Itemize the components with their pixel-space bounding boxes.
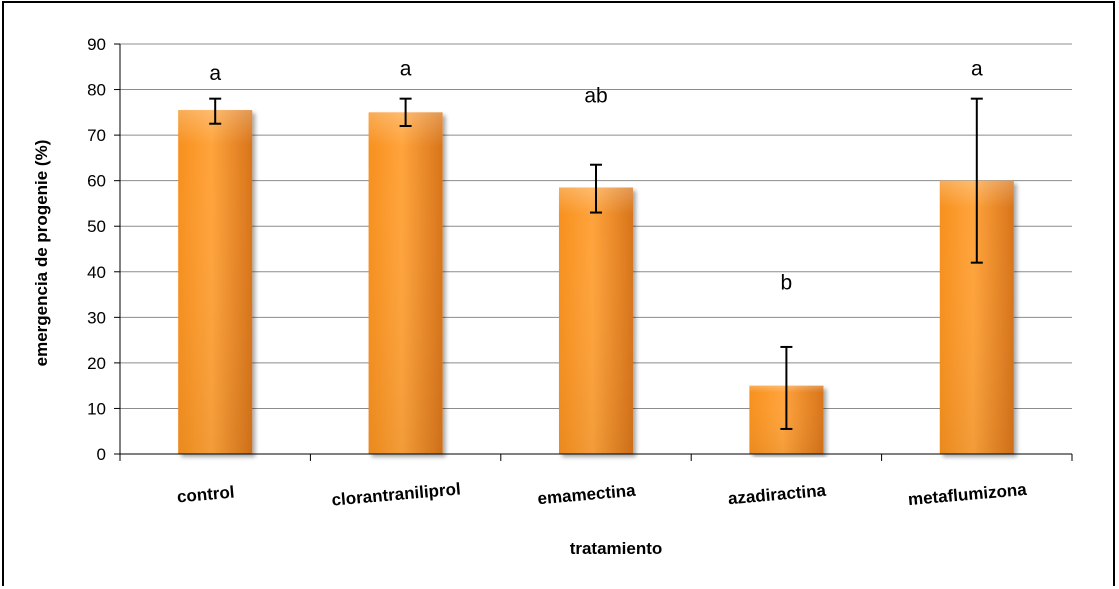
significance-letter: a — [400, 57, 412, 80]
error-bar — [590, 163, 602, 214]
y-tick-label: 20 — [87, 354, 106, 373]
y-tick-label: 30 — [87, 308, 106, 327]
bar-shade — [559, 187, 633, 454]
error-bar — [780, 345, 793, 430]
y-tick-label: 60 — [87, 172, 106, 191]
y-tick-label: 70 — [87, 126, 106, 145]
significance-letter: a — [971, 57, 983, 80]
error-bar — [970, 97, 983, 264]
significance-letter: a — [209, 62, 221, 85]
error-bar — [399, 97, 412, 127]
y-axis-ticks: 0 10 20 30 40 50 60 70 80 90 — [87, 35, 120, 464]
y-tick-label: 50 — [87, 217, 106, 236]
x-category-label: azadiractina — [727, 481, 827, 509]
error-bars — [209, 97, 983, 430]
y-axis-title: emergencia de progenie (%) — [32, 140, 51, 367]
axes — [119, 44, 1073, 461]
error-bar — [209, 97, 222, 125]
y-tick-label: 80 — [87, 81, 106, 100]
significance-letter: b — [781, 271, 793, 294]
bar-shade — [368, 112, 443, 454]
bars — [178, 110, 1014, 455]
y-tick-label: 0 — [97, 445, 106, 464]
significance-letters: a a ab b a — [209, 57, 983, 294]
x-category-label: metaflumizona — [907, 480, 1028, 509]
x-axis-category-labels: control clorantraniliprol emamectina azadir… — [176, 479, 1028, 509]
x-axis-title: tratamiento — [570, 539, 663, 558]
y-tick-label: 90 — [87, 35, 106, 54]
y-tick-label: 40 — [87, 263, 106, 282]
significance-letter: ab — [584, 85, 607, 108]
y-tick-label: 10 — [87, 399, 106, 418]
bar-shade — [178, 110, 253, 455]
x-category-label: emamectina — [537, 481, 637, 509]
x-category-label: clorantraniliprol — [331, 479, 462, 509]
x-category-label: control — [176, 483, 235, 507]
